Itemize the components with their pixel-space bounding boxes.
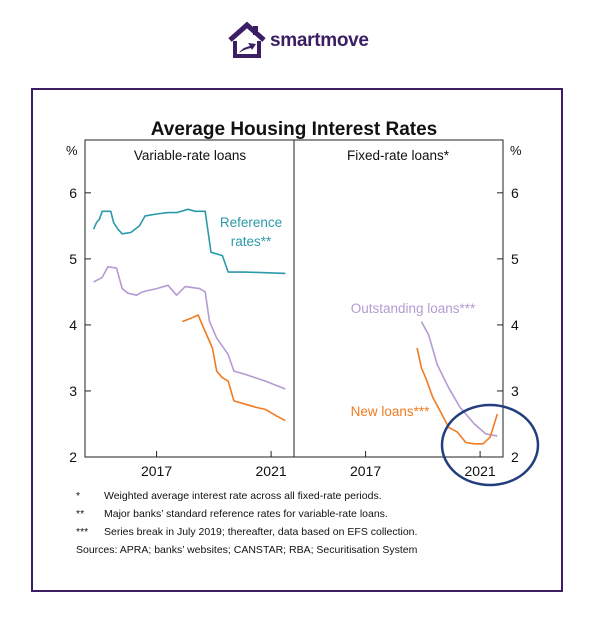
- y-tick-label-right: 2: [511, 449, 519, 465]
- y-tick-label-right: 3: [511, 383, 519, 399]
- x-axis-ticks: 2017 2021 2017 2021: [141, 451, 496, 479]
- y-axis-unit-right: %: [510, 143, 522, 158]
- x-tick-label: 2021: [256, 463, 287, 479]
- y-tick-label-left: 5: [69, 251, 77, 267]
- series-line: [92, 208, 286, 275]
- series-line: [93, 266, 286, 390]
- y-axis-ticks: 2 2 3 3 4 4 5 5 6 6: [69, 185, 519, 465]
- chart-title: Average Housing Interest Rates: [151, 119, 438, 140]
- series-label: New loans***: [351, 404, 431, 419]
- footnote: * Weighted average interest rate across a…: [76, 490, 382, 502]
- house-icon: [228, 21, 266, 58]
- sources: Sources: APRA; banks’ websites; CANSTAR;…: [76, 544, 418, 556]
- chart-frame: [31, 88, 563, 592]
- y-tick-label-left: 2: [69, 449, 77, 465]
- footnotes: * Weighted average interest rate across a…: [76, 487, 417, 559]
- series-labels: Reference rates** Outstanding loans*** New …: [220, 215, 476, 419]
- series-line: [420, 321, 498, 437]
- y-tick-label-left: 3: [69, 383, 77, 399]
- y-tick-label-left: 6: [69, 185, 77, 201]
- series-line: [416, 347, 499, 445]
- y-tick-label-right: 4: [511, 317, 519, 333]
- y-tick-label-right: 6: [511, 185, 519, 201]
- series-line: [182, 314, 286, 422]
- footnote: ** Major banks’ standard reference rates …: [76, 508, 388, 520]
- x-tick-label: 2017: [350, 463, 381, 479]
- panel-title-variable: Variable-rate loans: [134, 148, 247, 163]
- x-tick-label: 2021: [465, 463, 496, 479]
- y-tick-label-right: 5: [511, 251, 519, 267]
- series-lines: [92, 208, 499, 445]
- series-label: Reference rates**: [220, 215, 282, 249]
- highlight-circle: [440, 403, 540, 487]
- brand-name: smartmove: [270, 30, 369, 51]
- x-tick-label: 2017: [141, 463, 172, 479]
- y-tick-label-left: 4: [69, 317, 77, 333]
- panel-title-fixed: Fixed-rate loans*: [347, 148, 450, 163]
- y-axis-unit-left: %: [66, 143, 78, 158]
- smartmove-logo: smartmove: [226, 18, 376, 62]
- footnote: *** Series break in July 2019; thereafter…: [76, 526, 418, 538]
- series-label: Outstanding loans***: [351, 301, 476, 316]
